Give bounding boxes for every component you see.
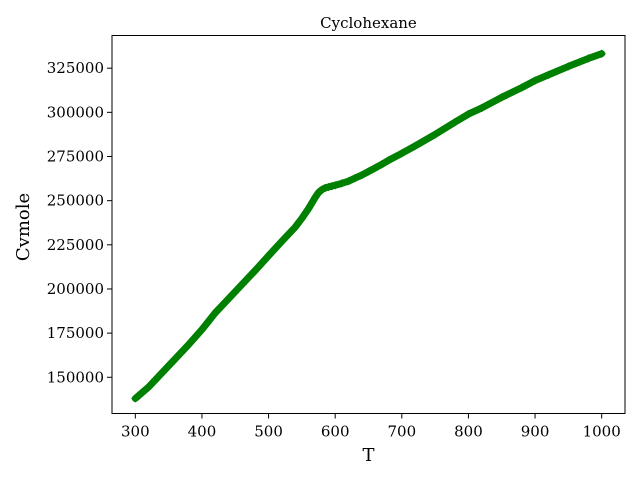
- data-point: [370, 163, 380, 173]
- data-point: [364, 167, 373, 176]
- data-point: [251, 266, 260, 275]
- x-tick-label: 600: [321, 423, 350, 441]
- x-axis-label: T: [362, 445, 374, 466]
- data-point: [164, 361, 173, 371]
- y-tick-label: 325000: [47, 59, 104, 77]
- data-point: [357, 170, 367, 180]
- x-tick-label: 900: [521, 423, 550, 441]
- data-point: [544, 70, 553, 80]
- x-tick-label: 400: [188, 423, 217, 441]
- data-point: [184, 340, 193, 349]
- y-tick-label: 250000: [47, 192, 104, 210]
- data-point: [497, 93, 506, 102]
- data-point: [564, 62, 573, 71]
- y-tick-label: 200000: [47, 280, 104, 298]
- data-point: [517, 83, 526, 92]
- data-point: [430, 130, 440, 139]
- data-point: [337, 179, 347, 188]
- data-point: [464, 109, 473, 119]
- data-point: [410, 141, 420, 151]
- data-point: [311, 193, 320, 202]
- data-point: [304, 204, 313, 213]
- plot-area: [111, 35, 626, 414]
- data-point: [330, 181, 340, 190]
- data-point: [344, 177, 353, 186]
- data-point: [231, 287, 240, 296]
- x-tick-label: 1000: [583, 423, 621, 441]
- data-point: [131, 394, 140, 403]
- data-point: [384, 156, 393, 165]
- data-point: [297, 214, 307, 223]
- data-point: [584, 54, 593, 63]
- x-tick-label: 800: [454, 423, 483, 441]
- data-point: [277, 237, 287, 246]
- data-point: [377, 160, 387, 169]
- data-point: [530, 76, 540, 85]
- data-point: [197, 325, 207, 334]
- data-point: [264, 251, 273, 260]
- y-axis-ticks: 150000 175000 200000 225000 250000 275000 3000…: [47, 59, 112, 386]
- data-point: [144, 382, 153, 392]
- y-tick-label: 175000: [47, 324, 104, 342]
- data-point: [397, 149, 407, 158]
- y-tick-label: 150000: [47, 368, 104, 386]
- x-tick-label: 700: [387, 423, 416, 441]
- series-line: [131, 50, 606, 402]
- y-tick-label: 225000: [47, 236, 104, 254]
- data-point: [597, 49, 606, 58]
- data-point: [291, 222, 300, 232]
- x-tick-label: 300: [121, 423, 150, 441]
- series-layer: [131, 49, 606, 403]
- data-point: [450, 117, 460, 127]
- data-point: [477, 103, 486, 113]
- y-axis-label: Cvmole: [13, 193, 34, 261]
- x-tick-label: 500: [254, 423, 283, 441]
- chart-title: Cyclohexane: [320, 14, 417, 32]
- data-point: [350, 173, 360, 183]
- y-tick-label: 300000: [47, 103, 104, 121]
- x-axis-ticks: 300 400 500 600 700 800 900 1000: [121, 413, 621, 441]
- y-tick-label: 275000: [47, 147, 104, 165]
- data-point: [211, 308, 220, 318]
